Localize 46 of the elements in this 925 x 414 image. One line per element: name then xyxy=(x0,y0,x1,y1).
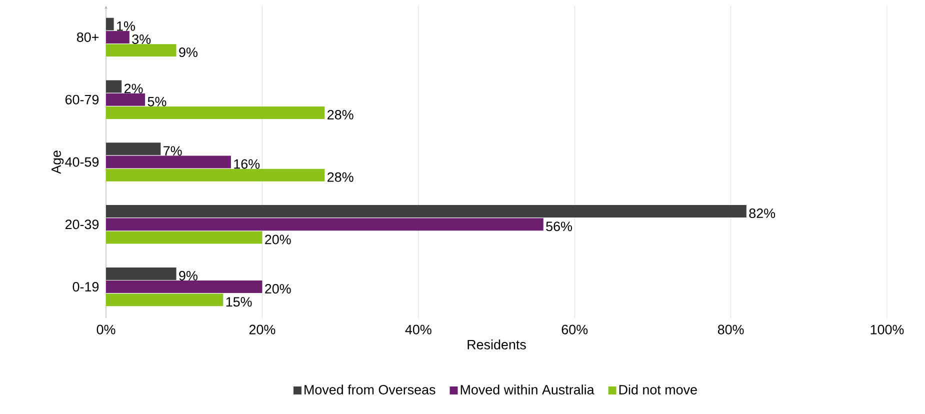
y-tick-label: 20-39 xyxy=(65,220,99,230)
bar xyxy=(106,294,224,306)
data-label: 9% xyxy=(179,270,198,280)
data-label: 5% xyxy=(148,96,166,106)
x-tick-label: 60% xyxy=(562,324,588,334)
bar xyxy=(106,205,746,218)
data-label: 2% xyxy=(124,84,143,94)
bar xyxy=(106,267,176,280)
data-label: 20% xyxy=(265,234,291,244)
bar xyxy=(106,93,146,106)
bar xyxy=(106,106,325,119)
bar xyxy=(106,80,122,93)
legend-label: Moved from Overseas xyxy=(304,384,436,394)
x-tick-label: 40% xyxy=(405,324,432,334)
x-tick-label: 80% xyxy=(718,324,744,334)
legend-label: Moved within Australia xyxy=(460,384,594,394)
bar xyxy=(106,142,161,156)
x-tick-label: 20% xyxy=(249,324,276,334)
y-tick-label: 80+ xyxy=(76,32,99,42)
legend-label: Did not move xyxy=(619,384,697,394)
bar xyxy=(106,168,325,182)
y-tick-label: 40-59 xyxy=(65,157,99,167)
data-label: 1% xyxy=(117,21,135,31)
data-label: 9% xyxy=(179,48,198,58)
x-axis-title: Residents xyxy=(468,339,526,350)
data-label: 20% xyxy=(265,284,291,294)
y-axis-title: Age xyxy=(52,150,64,174)
bar xyxy=(106,156,231,168)
data-label: 82% xyxy=(749,208,776,218)
data-label: 7% xyxy=(164,146,182,156)
data-label: 28% xyxy=(328,110,354,120)
data-label: 16% xyxy=(234,159,260,169)
bar xyxy=(106,30,130,44)
data-label: 15% xyxy=(226,297,252,307)
y-tick-label: 60-79 xyxy=(65,94,99,104)
x-tick-label: 0% xyxy=(96,324,116,334)
bar xyxy=(106,231,262,244)
bar xyxy=(106,218,544,231)
data-label: 56% xyxy=(546,222,572,232)
data-label: 3% xyxy=(132,34,151,44)
bar xyxy=(106,44,176,57)
bar xyxy=(106,280,262,294)
y-tick-label: 0-19 xyxy=(72,282,99,292)
x-tick-label: 100% xyxy=(870,324,904,334)
bar xyxy=(106,18,114,30)
data-label: 28% xyxy=(328,172,354,182)
